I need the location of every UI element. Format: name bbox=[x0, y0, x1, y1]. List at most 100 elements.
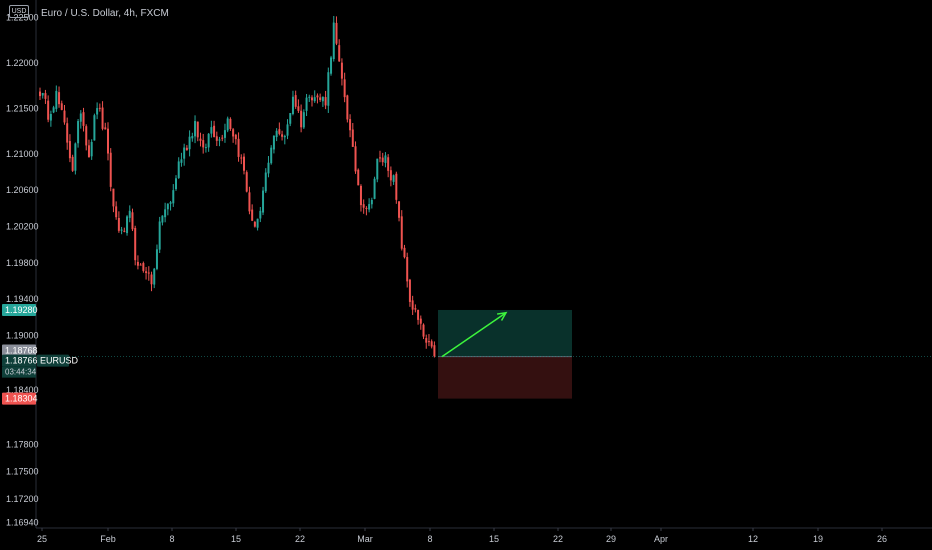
candle-body bbox=[49, 113, 52, 121]
candle-body bbox=[207, 133, 210, 148]
candle-body bbox=[398, 201, 401, 218]
x-tick-label: Apr bbox=[654, 534, 668, 544]
candle-body bbox=[395, 173, 398, 200]
candle-body bbox=[283, 135, 286, 138]
candle-body bbox=[400, 216, 403, 249]
candle-body bbox=[302, 112, 305, 128]
x-tick-label: 26 bbox=[877, 534, 887, 544]
candle-body bbox=[134, 228, 137, 261]
candle-body bbox=[115, 206, 118, 218]
candle-body bbox=[87, 145, 90, 158]
candle-body bbox=[188, 136, 191, 150]
candle-body bbox=[278, 129, 281, 134]
candle-body bbox=[365, 207, 368, 209]
candle-body bbox=[155, 249, 158, 269]
y-tick-label: 1.20600 bbox=[6, 185, 39, 195]
candle-body bbox=[392, 175, 395, 182]
y-tick-label: 1.16940 bbox=[6, 517, 39, 527]
candle-body bbox=[223, 130, 226, 138]
candle-body bbox=[305, 97, 308, 111]
x-tick-label: 8 bbox=[427, 534, 432, 544]
candle-body bbox=[234, 134, 237, 140]
target-price-label: 1.19280 bbox=[5, 305, 38, 315]
candle-body bbox=[422, 324, 425, 337]
candle-body bbox=[408, 279, 411, 302]
candle-body bbox=[433, 345, 436, 357]
candle-body bbox=[300, 110, 303, 128]
x-axis[interactable]: 25 Feb 8 15 22 Mar 8 15 22 29 Apr 12 19 26 bbox=[37, 528, 887, 544]
candle-body bbox=[376, 158, 379, 180]
candle-body bbox=[79, 113, 82, 122]
x-tick-label: 8 bbox=[169, 534, 174, 544]
candle-body bbox=[202, 140, 205, 148]
candle-body bbox=[150, 274, 153, 285]
candle-body bbox=[104, 127, 107, 130]
candle-body bbox=[60, 103, 63, 110]
candle-body bbox=[275, 130, 278, 138]
candle-body bbox=[210, 127, 213, 134]
x-tick-label: 15 bbox=[231, 534, 241, 544]
candle-body bbox=[403, 247, 406, 258]
x-tick-label: 12 bbox=[748, 534, 758, 544]
candle-body bbox=[384, 155, 387, 163]
candle-body bbox=[47, 100, 50, 120]
candle-body bbox=[169, 202, 172, 204]
candle-body bbox=[343, 79, 346, 98]
candle-body bbox=[311, 97, 313, 101]
candle-body bbox=[381, 157, 384, 163]
candle-body bbox=[82, 112, 85, 126]
candle-body bbox=[264, 172, 267, 192]
candle-body bbox=[419, 318, 422, 324]
currency-badge[interactable]: USD bbox=[9, 5, 29, 18]
candle-body bbox=[68, 141, 71, 159]
candle-body bbox=[316, 95, 319, 98]
candle-body bbox=[237, 138, 240, 157]
candle-body bbox=[294, 95, 297, 107]
candle-body bbox=[147, 272, 150, 274]
candle-body bbox=[74, 143, 77, 171]
y-tick-label: 1.21000 bbox=[6, 149, 39, 159]
candle-body bbox=[346, 95, 349, 120]
y-tick-label: 1.19000 bbox=[6, 330, 39, 340]
candle-body bbox=[281, 134, 284, 137]
candle-body bbox=[243, 156, 245, 171]
candle-body bbox=[58, 92, 61, 105]
candle-body bbox=[370, 199, 373, 205]
y-tick-label: 1.22000 bbox=[6, 58, 39, 68]
grey-price-label: 1.18768 bbox=[5, 345, 38, 355]
candle-body bbox=[349, 119, 352, 131]
stop-price-label: 1.18304 bbox=[5, 394, 38, 404]
candle-body bbox=[229, 118, 232, 129]
candle-body bbox=[52, 107, 55, 113]
candle-body bbox=[251, 209, 254, 221]
candle-body bbox=[77, 121, 80, 144]
candle-body bbox=[177, 161, 180, 178]
candle-body bbox=[240, 157, 243, 159]
profit-zone bbox=[438, 309, 572, 357]
candle-body bbox=[55, 90, 58, 109]
grey-price-label-bg bbox=[2, 344, 36, 357]
candle-body bbox=[430, 341, 433, 347]
candle-body bbox=[330, 57, 333, 74]
candle-body bbox=[425, 338, 428, 343]
candle-body bbox=[180, 159, 183, 163]
countdown-bg bbox=[2, 366, 36, 378]
candle-body bbox=[270, 147, 273, 164]
candle-body bbox=[66, 123, 69, 143]
candle-body bbox=[199, 138, 202, 141]
candle-body bbox=[259, 210, 262, 219]
candle-body bbox=[98, 107, 101, 109]
candle-body bbox=[101, 107, 104, 129]
candle-body bbox=[313, 97, 316, 102]
x-tick-label: 22 bbox=[553, 534, 563, 544]
candle-body bbox=[117, 217, 120, 231]
y-tick-label: 1.17800 bbox=[6, 439, 39, 449]
candle-body bbox=[340, 62, 343, 79]
candle-body bbox=[286, 124, 289, 136]
loss-zone bbox=[438, 356, 572, 399]
candle-body bbox=[112, 188, 115, 207]
plot-area[interactable] bbox=[36, 15, 932, 399]
y-tick-label: 1.19800 bbox=[6, 258, 39, 268]
